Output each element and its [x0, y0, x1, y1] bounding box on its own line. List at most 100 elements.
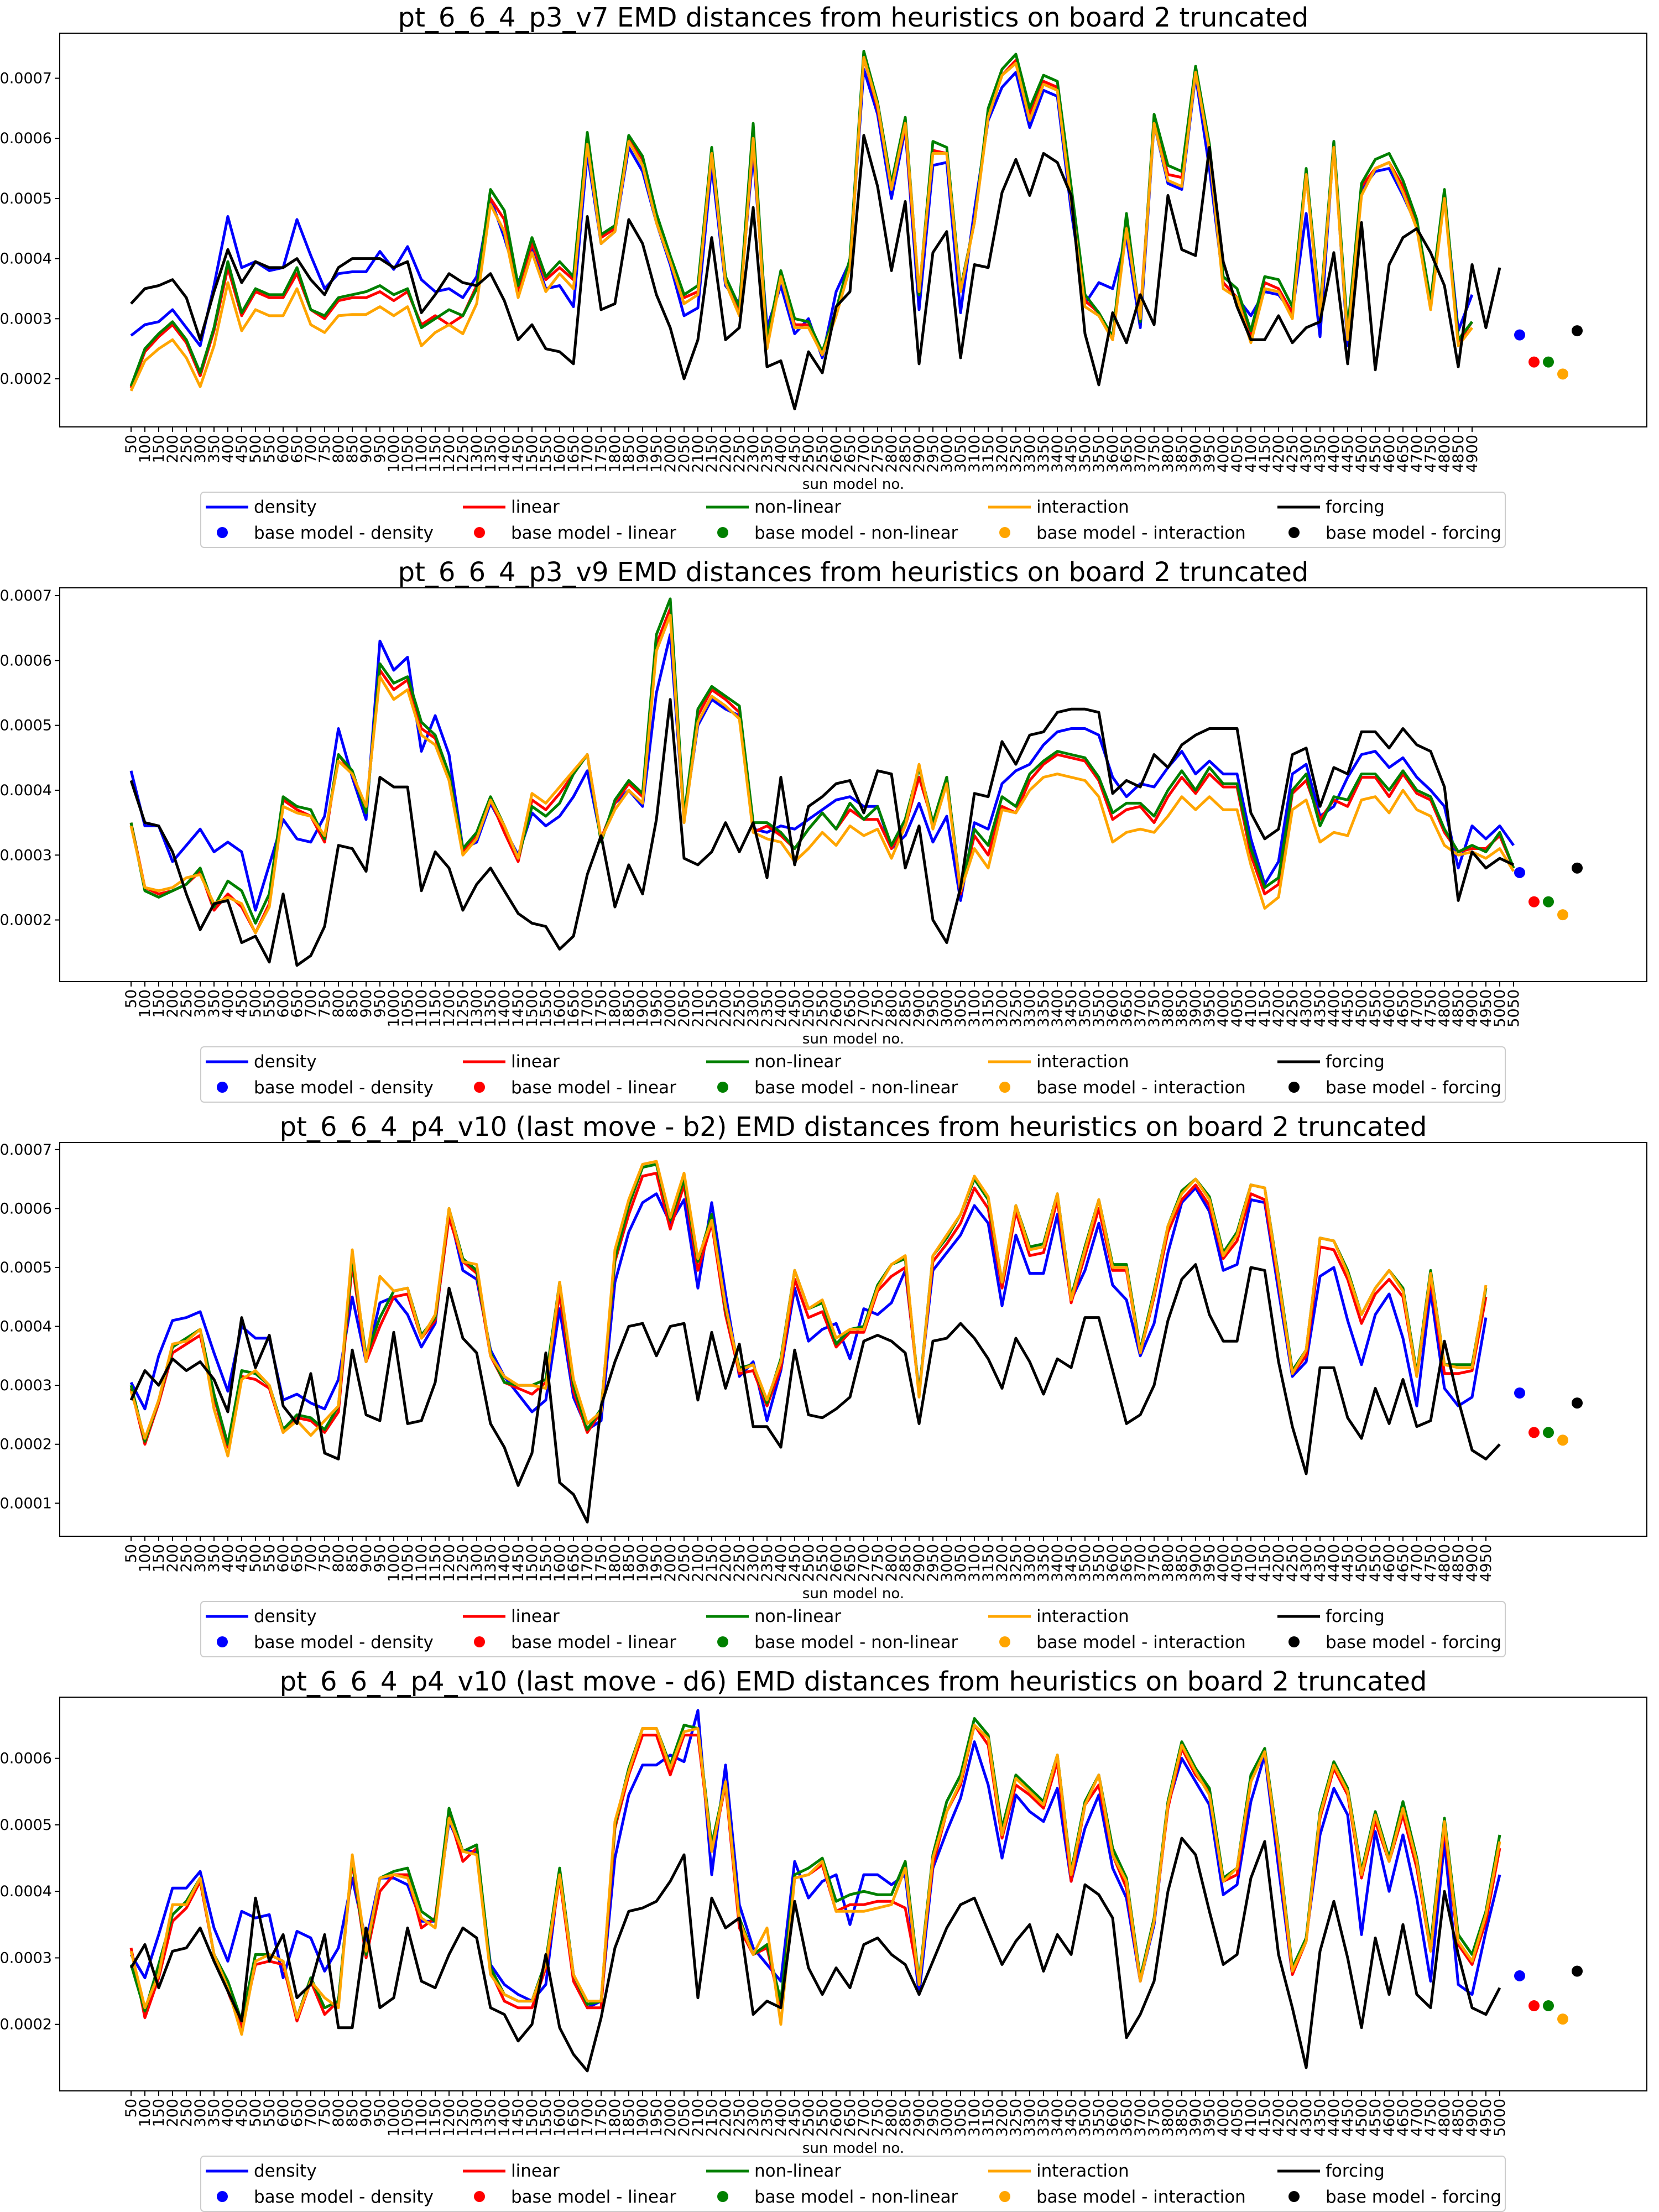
x-tick-label: 4200 — [1270, 989, 1287, 1027]
x-tick-label: 300 — [192, 435, 209, 463]
legend-label: base model - non-linear — [754, 1632, 958, 1652]
x-tick-label: 3050 — [952, 2099, 969, 2137]
x-tick-label: 900 — [358, 435, 375, 463]
legend-label: interaction — [1036, 2161, 1129, 2181]
legend-label: base model - non-linear — [754, 1078, 958, 1098]
legend-marker-density — [217, 527, 228, 538]
x-tick-label: 3250 — [1008, 1544, 1025, 1582]
x-tick-label: 600 — [275, 1544, 292, 1573]
x-tick-label: 750 — [316, 1544, 333, 1573]
x-tick-label: 4600 — [1381, 435, 1398, 473]
legend-label: non-linear — [754, 2161, 841, 2181]
x-tick-label: 1100 — [413, 2099, 430, 2137]
x-tick-label: 650 — [289, 2099, 306, 2127]
legend-marker-interaction — [999, 1636, 1010, 1647]
x-axis-label: sun model no. — [802, 476, 904, 493]
legend-label: base model - non-linear — [754, 523, 958, 543]
legend-marker-linear — [474, 1082, 485, 1093]
x-tick-label: 2500 — [800, 1544, 817, 1582]
x-tick-label: 1100 — [413, 435, 430, 473]
x-tick-label: 1250 — [455, 435, 472, 473]
x-tick-label: 4400 — [1326, 2099, 1343, 2137]
x-tick-label: 4050 — [1229, 2099, 1246, 2137]
x-tick-label: 150 — [150, 989, 168, 1018]
x-tick-label: 3550 — [1091, 435, 1108, 473]
x-tick-label: 600 — [275, 989, 292, 1018]
base-point-non-linear — [1543, 896, 1554, 907]
x-tick-label: 1050 — [399, 2099, 416, 2137]
legend-label: density — [254, 1606, 317, 1626]
x-tick-label: 3350 — [1035, 989, 1052, 1027]
x-tick-label: 2500 — [800, 989, 817, 1027]
chart-title: pt_6_6_4_p4_v10 (last move - d6) EMD dis… — [280, 1666, 1427, 1697]
x-tick-label: 450 — [233, 989, 251, 1018]
x-tick-label: 3400 — [1049, 435, 1066, 473]
x-tick-label: 3200 — [994, 1544, 1011, 1582]
legend-label: base model - linear — [511, 1632, 676, 1652]
x-tick-label: 1800 — [607, 1544, 624, 1582]
x-tick-label: 4300 — [1298, 989, 1315, 1027]
base-point-forcing — [1572, 325, 1583, 337]
legend-marker-interaction — [999, 1082, 1010, 1093]
x-tick-label: 1600 — [551, 2099, 568, 2137]
x-tick-label: 1200 — [441, 2099, 458, 2137]
x-tick-label: 300 — [192, 989, 209, 1018]
x-tick-label: 3400 — [1049, 1544, 1066, 1582]
x-tick-label: 2950 — [925, 435, 942, 473]
series-line-density — [129, 633, 1515, 912]
x-tick-label: 1450 — [510, 989, 527, 1027]
x-tick-label: 3150 — [980, 989, 997, 1027]
y-tick-label: 0.0003 — [0, 310, 52, 327]
x-tick-label: 3450 — [1063, 2099, 1080, 2137]
x-tick-label: 2650 — [842, 1544, 859, 1582]
x-tick-label: 2550 — [814, 2099, 831, 2137]
legend-label: base model - interaction — [1036, 2187, 1246, 2207]
x-tick-label: 4350 — [1312, 1544, 1329, 1582]
x-tick-label: 450 — [233, 1544, 251, 1573]
legend-label: interaction — [1036, 1606, 1129, 1626]
x-tick-label: 2700 — [855, 2099, 873, 2137]
legend-marker-linear — [474, 1636, 485, 1647]
x-tick-label: 2150 — [703, 2099, 721, 2137]
x-tick-label: 1300 — [468, 2099, 486, 2137]
x-tick-label: 1800 — [607, 2099, 624, 2137]
x-tick-label: 1600 — [551, 435, 568, 473]
x-tick-label: 4350 — [1312, 989, 1329, 1027]
x-tick-label: 350 — [206, 1544, 223, 1573]
x-tick-label: 4200 — [1270, 435, 1287, 473]
series-line-interaction — [129, 1724, 1501, 2036]
x-axis-label: sun model no. — [802, 1031, 904, 1047]
x-tick-label: 3500 — [1077, 2099, 1094, 2137]
x-tick-label: 350 — [206, 989, 223, 1018]
x-tick-label: 1250 — [455, 1544, 472, 1582]
x-tick-label: 2200 — [717, 989, 734, 1027]
x-tick-label: 3750 — [1146, 2099, 1163, 2137]
x-tick-label: 1450 — [510, 2099, 527, 2137]
x-tick-label: 200 — [164, 2099, 181, 2127]
legend-label: non-linear — [754, 1606, 841, 1626]
legend-label: forcing — [1326, 1052, 1385, 1072]
series-line-interaction — [129, 1160, 1488, 1458]
x-axis-label: sun model no. — [802, 2140, 904, 2157]
x-tick-label: 1200 — [441, 989, 458, 1027]
x-tick-label: 4300 — [1298, 1544, 1315, 1582]
x-tick-label: 4700 — [1408, 989, 1426, 1027]
x-tick-label: 3050 — [952, 989, 969, 1027]
x-tick-label: 1050 — [399, 435, 416, 473]
x-tick-label: 3000 — [938, 2099, 956, 2137]
x-tick-label: 850 — [344, 435, 361, 463]
legend-label: base model - forcing — [1326, 2187, 1501, 2207]
x-tick-label: 2950 — [925, 2099, 942, 2137]
x-tick-label: 2500 — [800, 435, 817, 473]
x-tick-label: 3300 — [1021, 1544, 1039, 1582]
x-tick-label: 3900 — [1187, 989, 1204, 1027]
x-tick-label: 1700 — [579, 989, 596, 1027]
x-tick-label: 4750 — [1422, 1544, 1439, 1582]
x-tick-label: 850 — [344, 2099, 361, 2127]
x-tick-label: 2750 — [869, 435, 886, 473]
x-tick-label: 4800 — [1436, 2099, 1453, 2137]
y-tick-label: 0.0004 — [0, 782, 52, 799]
x-tick-label: 200 — [164, 989, 181, 1018]
legend-marker-density — [217, 1636, 228, 1647]
legend-marker-forcing — [1288, 1082, 1300, 1093]
